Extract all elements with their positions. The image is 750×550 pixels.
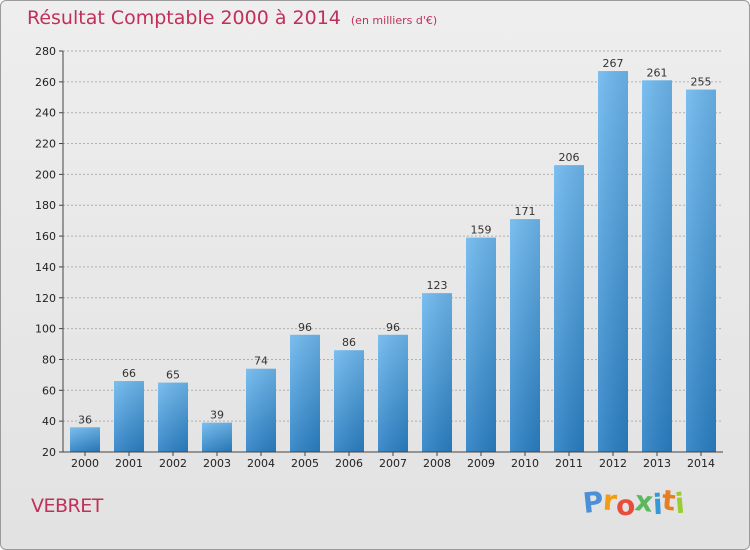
x-tick-label: 2009 xyxy=(467,457,495,470)
value-label: 96 xyxy=(298,321,312,334)
bar-shade xyxy=(378,334,408,452)
y-tick-label: 240 xyxy=(35,107,56,120)
y-tick-label: 160 xyxy=(35,230,56,243)
logo-letter: x xyxy=(633,484,655,519)
bar-shade xyxy=(202,422,232,452)
commune-name: VEBRET xyxy=(31,495,103,517)
value-label: 255 xyxy=(691,76,712,89)
bar-shade xyxy=(114,381,144,452)
y-tick-label: 280 xyxy=(35,45,56,58)
value-label: 74 xyxy=(254,355,268,368)
bar-shade xyxy=(642,80,672,453)
logo-letter: o xyxy=(615,488,637,523)
y-tick-label: 260 xyxy=(35,76,56,89)
value-label: 261 xyxy=(647,66,668,79)
bar-shade xyxy=(70,427,100,452)
chart-title-text: Résultat Comptable 2000 à 2014 xyxy=(27,7,341,29)
y-tick-label: 180 xyxy=(35,199,56,212)
bar-shade xyxy=(686,89,716,453)
x-tick-label: 2001 xyxy=(115,457,143,470)
y-tick-label: 80 xyxy=(42,353,56,366)
value-label: 123 xyxy=(427,279,448,292)
x-tick-label: 2011 xyxy=(555,457,583,470)
y-tick-label: 200 xyxy=(35,168,56,181)
x-tick-label: 2008 xyxy=(423,457,451,470)
chart-subtitle: (en milliers d'€) xyxy=(350,14,438,27)
value-label: 159 xyxy=(471,224,492,237)
axis-layer: 20 40 60 80 100 120 140 160 180 200 220 240 260 280 20… xyxy=(35,45,723,470)
y-tick-label: 220 xyxy=(35,138,56,151)
y-tick-label: 100 xyxy=(35,323,56,336)
value-label: 96 xyxy=(386,321,400,334)
bars-layer: 36 66 65 39 74 96 86 96 123 159 171 206 267 261 255 xyxy=(70,57,716,453)
y-tick-label: 40 xyxy=(42,415,56,428)
x-tick-label: 2000 xyxy=(71,457,99,470)
y-tick-label: 120 xyxy=(35,292,56,305)
value-label: 39 xyxy=(210,409,224,422)
bar-shade xyxy=(554,165,584,452)
y-tick-label: 60 xyxy=(42,384,56,397)
value-label: 36 xyxy=(78,413,92,426)
x-tick-label: 2013 xyxy=(643,457,671,470)
bar-shade xyxy=(246,368,276,452)
bar-shade xyxy=(598,71,628,453)
bar-shade xyxy=(334,350,364,452)
y-tick-label: 140 xyxy=(35,261,56,274)
x-tick-label: 2014 xyxy=(687,457,715,470)
chart-title: Résultat Comptable 2000 à 2014 (en millie… xyxy=(27,7,437,29)
y-tick-label: 20 xyxy=(42,446,56,459)
x-tick-label: 2003 xyxy=(203,457,231,470)
value-label: 86 xyxy=(342,336,356,349)
value-label: 267 xyxy=(603,57,624,70)
logo-letter: i xyxy=(673,486,686,521)
proxiti-logo[interactable]: Proxiti xyxy=(581,484,686,523)
x-tick-label: 2005 xyxy=(291,457,319,470)
bar-shade xyxy=(422,293,452,452)
x-tick-label: 2010 xyxy=(511,457,539,470)
bar-shade xyxy=(290,334,320,452)
value-label: 66 xyxy=(122,367,136,380)
x-tick-label: 2002 xyxy=(159,457,187,470)
x-tick-label: 2006 xyxy=(335,457,363,470)
bar-shade xyxy=(466,237,496,452)
x-tick-label: 2007 xyxy=(379,457,407,470)
bar-shade xyxy=(510,219,540,452)
x-tick-label: 2004 xyxy=(247,457,275,470)
value-label: 65 xyxy=(166,369,180,382)
x-tick-label: 2012 xyxy=(599,457,627,470)
value-label: 206 xyxy=(559,151,580,164)
value-label: 171 xyxy=(515,205,536,218)
bar-shade xyxy=(158,382,188,452)
